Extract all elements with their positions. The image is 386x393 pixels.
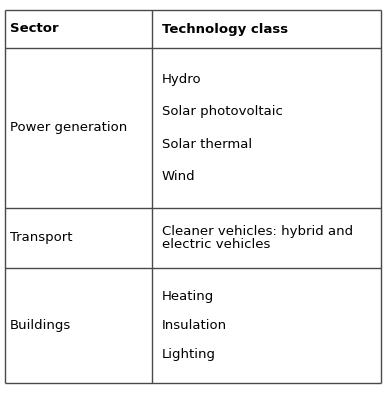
Text: Sector: Sector (10, 22, 59, 35)
Text: Buildings: Buildings (10, 319, 71, 332)
Text: Lighting: Lighting (162, 348, 216, 361)
Text: Wind: Wind (162, 169, 196, 182)
Text: Power generation: Power generation (10, 121, 127, 134)
Text: Solar thermal: Solar thermal (162, 138, 252, 151)
Text: Technology class: Technology class (162, 22, 288, 35)
Text: Hydro: Hydro (162, 73, 201, 86)
Text: Heating: Heating (162, 290, 214, 303)
Text: Solar photovoltaic: Solar photovoltaic (162, 105, 283, 119)
Text: Insulation: Insulation (162, 319, 227, 332)
Text: electric vehicles: electric vehicles (162, 238, 270, 251)
Text: Transport: Transport (10, 231, 73, 244)
Text: Cleaner vehicles: hybrid and: Cleaner vehicles: hybrid and (162, 225, 353, 238)
